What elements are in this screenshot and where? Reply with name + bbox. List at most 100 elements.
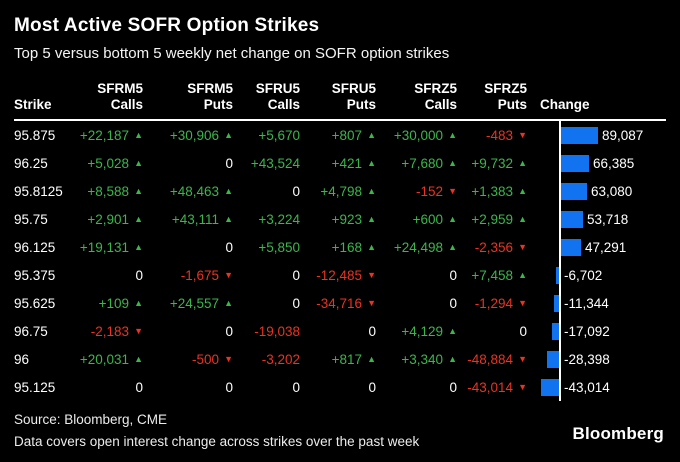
column-header: SFRZ5 Calls xyxy=(376,81,457,113)
negative-bar-zone xyxy=(540,266,559,284)
value-cell: +4,129 ▲ xyxy=(376,317,457,345)
value-cell: 0 xyxy=(74,261,143,289)
value-cell: 0 xyxy=(300,317,376,345)
strike-cell: 96.75 xyxy=(14,323,48,339)
value-cell: +19,131 ▲ xyxy=(74,233,143,261)
value-cell: +168 ▲ xyxy=(300,233,376,261)
value-text: +19,131 xyxy=(79,239,129,255)
change-label: 66,385 xyxy=(593,155,635,171)
up-arrow-icon: ▲ xyxy=(134,129,143,140)
value-cell: 0 xyxy=(143,373,233,401)
value-text: -12,485 xyxy=(316,267,362,283)
bar-baseline xyxy=(559,233,561,261)
value-text: +30,906 xyxy=(169,127,219,143)
strike-cell: 95.875 xyxy=(14,127,56,143)
up-arrow-icon: ▲ xyxy=(448,325,457,336)
value-text: +600 xyxy=(412,211,443,227)
column-header-line1: SFRZ5 xyxy=(484,81,527,96)
value-cell: +2,901 ▲ xyxy=(74,205,143,233)
value-text: 0 xyxy=(449,267,457,283)
change-cell: 89,087 xyxy=(527,121,666,149)
change-bar xyxy=(561,210,583,228)
value-cell: 0 xyxy=(376,261,457,289)
value-text: 0 xyxy=(292,267,300,283)
column-header-line1 xyxy=(540,81,666,97)
value-cell: 0 xyxy=(74,373,143,401)
value-cell: +24,557 ▲ xyxy=(143,289,233,317)
value-cell: -3,202 xyxy=(233,345,300,373)
column-header-line2: Strike xyxy=(14,97,52,112)
change-bar xyxy=(561,238,581,256)
value-cell: +22,187 ▲ xyxy=(74,121,143,149)
value-text: +48,463 xyxy=(169,183,219,199)
column-header-line2: Puts xyxy=(203,97,233,112)
header-divider xyxy=(14,119,666,121)
value-cell: +1,383 ▲ xyxy=(457,177,527,205)
value-text: +421 xyxy=(331,155,362,171)
value-text: +4,798 xyxy=(320,183,362,199)
change-bar xyxy=(561,126,598,144)
column-header-line2: Calls xyxy=(267,97,300,112)
value-text: +109 xyxy=(98,295,129,311)
value-text: +1,383 xyxy=(471,183,513,199)
bar-baseline xyxy=(559,261,561,289)
value-cell: -483 ▼ xyxy=(457,121,527,149)
change-bar xyxy=(541,378,559,396)
value-text: 0 xyxy=(368,379,376,395)
column-header-line1: SFRU5 xyxy=(255,81,300,96)
change-label: 47,291 xyxy=(585,239,627,255)
change-cell: 63,080 xyxy=(527,177,666,205)
value-cell: 0 xyxy=(457,317,527,345)
strike-cell: 95.625 xyxy=(14,295,56,311)
value-cell: 0 xyxy=(233,289,300,317)
table-body: 95.875 +22,187 ▲ +30,906 ▲ +5,670 +807 ▲ +30,000… xyxy=(14,121,666,401)
down-arrow-icon: ▼ xyxy=(518,129,527,140)
value-text: +923 xyxy=(331,211,362,227)
value-text: 0 xyxy=(292,295,300,311)
up-arrow-icon: ▲ xyxy=(224,297,233,308)
value-text: +22,187 xyxy=(79,127,129,143)
value-cell: -19,038 xyxy=(233,317,300,345)
negative-bar-zone xyxy=(540,294,559,312)
value-cell: +5,028 ▲ xyxy=(74,149,143,177)
column-header-line2: Calls xyxy=(424,97,457,112)
value-text: +2,959 xyxy=(471,211,513,227)
change-cell: -11,344 xyxy=(527,289,666,317)
up-arrow-icon: ▲ xyxy=(518,269,527,280)
value-text: +8,588 xyxy=(87,183,129,199)
change-label: 63,080 xyxy=(591,183,633,199)
column-header: Strike xyxy=(14,81,74,113)
change-label: -43,014 xyxy=(564,379,610,395)
table-row: 96 +20,031 ▲ -500 ▼ -3,202 +817 ▲ +3,340 ▲ -48,884… xyxy=(14,345,666,373)
up-arrow-icon: ▲ xyxy=(224,185,233,196)
change-bar xyxy=(561,154,589,172)
column-header: SFRM5 Calls xyxy=(74,81,143,113)
bar-baseline xyxy=(559,121,561,149)
value-cell: +24,498 ▲ xyxy=(376,233,457,261)
source-text: Source: Bloomberg, CME xyxy=(14,412,168,427)
change-bar xyxy=(554,294,559,312)
column-header: SFRM5 Puts xyxy=(143,81,233,113)
up-arrow-icon: ▲ xyxy=(134,297,143,308)
strike-cell: 96.25 xyxy=(14,155,48,171)
value-text: +43,524 xyxy=(250,155,300,171)
value-text: +807 xyxy=(331,127,362,143)
value-cell: +43,524 xyxy=(233,149,300,177)
value-cell: +9,732 ▲ xyxy=(457,149,527,177)
value-text: -19,038 xyxy=(254,323,300,339)
value-cell: -12,485 ▼ xyxy=(300,261,376,289)
down-arrow-icon: ▼ xyxy=(224,353,233,364)
column-header-line1: SFRM5 xyxy=(187,81,233,96)
table-row: 95.375 0 -1,675 ▼ 0 -12,485 ▼ 0 +7,458 ▲ -6,702 xyxy=(14,261,666,289)
change-bar xyxy=(552,322,559,340)
value-cell: +5,850 xyxy=(233,233,300,261)
down-arrow-icon: ▼ xyxy=(367,269,376,280)
value-text: 0 xyxy=(225,155,233,171)
value-text: -2,356 xyxy=(474,239,513,255)
value-text: 0 xyxy=(449,379,457,395)
column-header: SFRZ5 Puts xyxy=(457,81,527,113)
change-label: -6,702 xyxy=(564,267,603,283)
value-cell: -34,716 ▼ xyxy=(300,289,376,317)
up-arrow-icon: ▲ xyxy=(448,241,457,252)
